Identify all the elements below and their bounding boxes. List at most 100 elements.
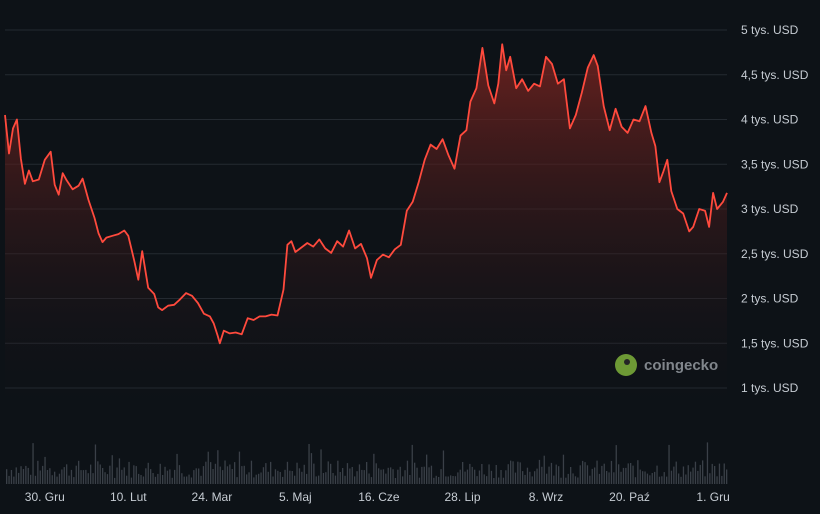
volume-bar (644, 471, 646, 484)
volume-bar (212, 469, 214, 484)
volume-bar (190, 477, 193, 484)
volume-bar (346, 463, 349, 484)
volume-bar (555, 464, 557, 484)
volume-bar (380, 469, 382, 484)
y-tick-label: 2,5 tys. USD (741, 247, 809, 261)
volume-bar (536, 468, 538, 484)
volume-bar (109, 465, 111, 484)
volume-bar (123, 467, 125, 484)
volume-bar (577, 477, 579, 484)
volume-bar (718, 463, 721, 484)
volume-bar (104, 472, 106, 484)
volume-bar (613, 472, 615, 484)
volume-bar (589, 475, 591, 484)
volume-bar (224, 460, 226, 484)
volume-bar (678, 473, 680, 484)
volume-bar (284, 469, 286, 484)
volume-bar (565, 477, 567, 484)
volume-bar (685, 474, 687, 484)
volume-bar (630, 463, 632, 484)
volume-bar (442, 450, 445, 484)
volume-bar (154, 476, 157, 484)
volume-bar (303, 464, 305, 484)
coingecko-watermark: coingecko (615, 354, 718, 376)
volume-bar (20, 466, 22, 484)
volume-bar (140, 475, 142, 484)
volume-bar (666, 476, 668, 484)
volume-bar (75, 465, 77, 484)
volume-bar (399, 466, 401, 484)
volume-bar (34, 475, 37, 484)
volume-bar (262, 467, 265, 484)
y-tick-label: 1 tys. USD (741, 381, 799, 395)
volume-bar (308, 444, 310, 484)
volume-bar (87, 473, 89, 484)
volume-bar (723, 463, 725, 484)
volume-bar (411, 444, 413, 484)
volume-bar (133, 465, 135, 484)
volume-bar (397, 469, 399, 484)
volume-bar (250, 460, 253, 484)
volume-bar (66, 464, 68, 484)
volume-bar (18, 472, 20, 484)
volume-bar (402, 476, 404, 484)
volume-bar (421, 466, 423, 484)
volume-bar (471, 466, 473, 484)
volume-bar (507, 464, 509, 484)
volume-bar (296, 462, 298, 484)
volume-bar (152, 473, 154, 484)
volume-bar (68, 475, 70, 484)
volume-bar (500, 470, 502, 484)
volume-bar (310, 453, 313, 484)
volume-bar (634, 477, 637, 484)
volume-bar (534, 471, 536, 484)
volume-bar (704, 476, 706, 484)
volume-bar (596, 460, 598, 484)
volume-bar (459, 469, 461, 484)
y-axis: 5 tys. USD 4,5 tys. USD 4 tys. USD 3,5 tys.… (741, 23, 809, 395)
volume-bar (699, 464, 701, 484)
volume-bar (13, 476, 15, 484)
volume-bar (200, 475, 202, 484)
volume-bar (8, 475, 10, 484)
volume-bar (670, 470, 673, 484)
volume-bar (447, 476, 449, 484)
volume-bar (598, 473, 601, 484)
volume-bar (198, 468, 200, 484)
volume-bar (246, 474, 248, 484)
volume-bar (306, 473, 308, 484)
price-area (4, 43, 728, 411)
volume-bar (579, 465, 581, 484)
volume-bar (661, 476, 663, 484)
volume-bar (176, 453, 178, 484)
volume-bar (277, 470, 279, 484)
volume-bar (378, 468, 380, 484)
volume-bar (229, 464, 231, 484)
volume-bar (58, 473, 61, 484)
volume-bar (97, 461, 99, 484)
volume-bar (526, 467, 529, 484)
volume-bar (620, 471, 622, 484)
volume-bar (42, 465, 44, 484)
volume-bar (270, 461, 272, 484)
volume-bar (56, 476, 58, 484)
volume-bar (116, 467, 118, 484)
volume-bar (111, 455, 113, 484)
x-tick-label: 20. Paź (609, 490, 650, 504)
volume-bar (106, 474, 109, 484)
volume-bar (193, 470, 195, 484)
volume-bar (267, 471, 269, 484)
volume-bar (714, 466, 716, 484)
x-tick-label: 28. Lip (444, 490, 480, 504)
volume-bar (231, 469, 233, 484)
x-tick-label: 8. Wrz (529, 490, 563, 504)
volume-bar (255, 474, 257, 484)
volume-bar (675, 461, 677, 484)
volume-bar (690, 471, 692, 484)
volume-bar (567, 473, 569, 484)
volume-bar (438, 477, 440, 484)
volume-bar (313, 463, 315, 484)
volume-bar (462, 462, 464, 484)
